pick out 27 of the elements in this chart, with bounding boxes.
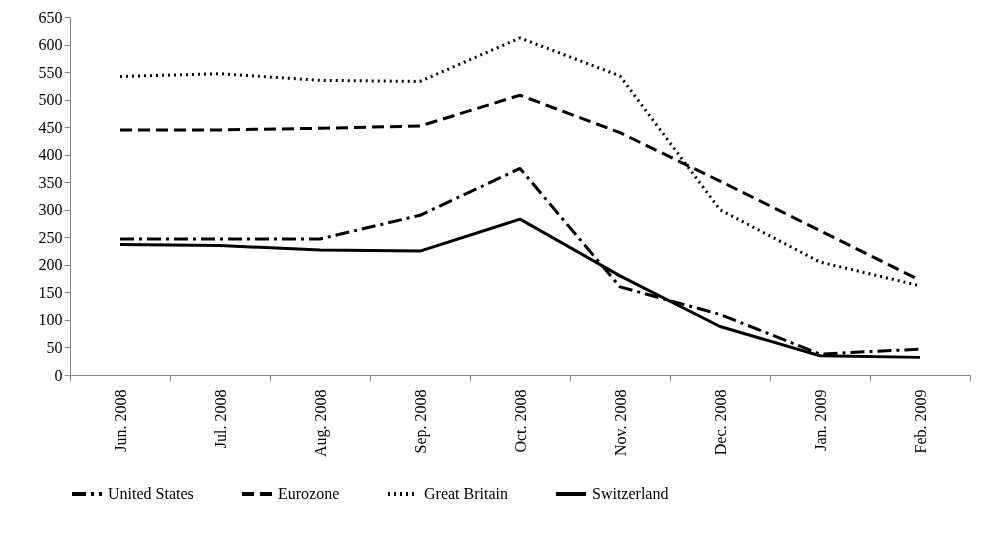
x-tick-label: Nov. 2008 (611, 389, 629, 457)
x-tick-label: Jan. 2009 (811, 389, 829, 451)
y-tick-label: 250 (38, 228, 63, 246)
y-tick-label: 100 (38, 311, 63, 329)
y-tick-label: 600 (38, 36, 63, 54)
legend-label: United States (108, 485, 194, 502)
y-tick-label: 550 (38, 63, 63, 81)
x-tick-label: Sep. 2008 (411, 389, 430, 454)
x-tick-label: Feb. 2009 (911, 389, 929, 454)
legend-label: Switzerland (592, 485, 669, 502)
x-tick-label: Jul. 2008 (211, 389, 229, 449)
y-tick-label: 0 (54, 366, 63, 384)
y-tick-label: 300 (38, 201, 63, 219)
y-tick-label: 400 (38, 146, 63, 164)
x-tick-label: Jun. 2008 (111, 389, 129, 452)
y-tick-label: 500 (38, 91, 63, 109)
y-tick-label: 450 (38, 118, 63, 136)
y-tick-label: 650 (38, 8, 63, 26)
y-tick-label: 200 (38, 256, 63, 274)
x-tick-label: Oct. 2008 (511, 389, 529, 453)
y-tick-label: 350 (38, 173, 63, 191)
x-tick-label: Aug. 2008 (311, 389, 330, 458)
legend-label: Eurozone (278, 485, 340, 502)
y-tick-label: 50 (46, 338, 63, 356)
legend-label: Great Britain (424, 485, 508, 502)
x-tick-label: Dec. 2008 (711, 389, 729, 456)
y-tick-label: 150 (38, 283, 63, 301)
